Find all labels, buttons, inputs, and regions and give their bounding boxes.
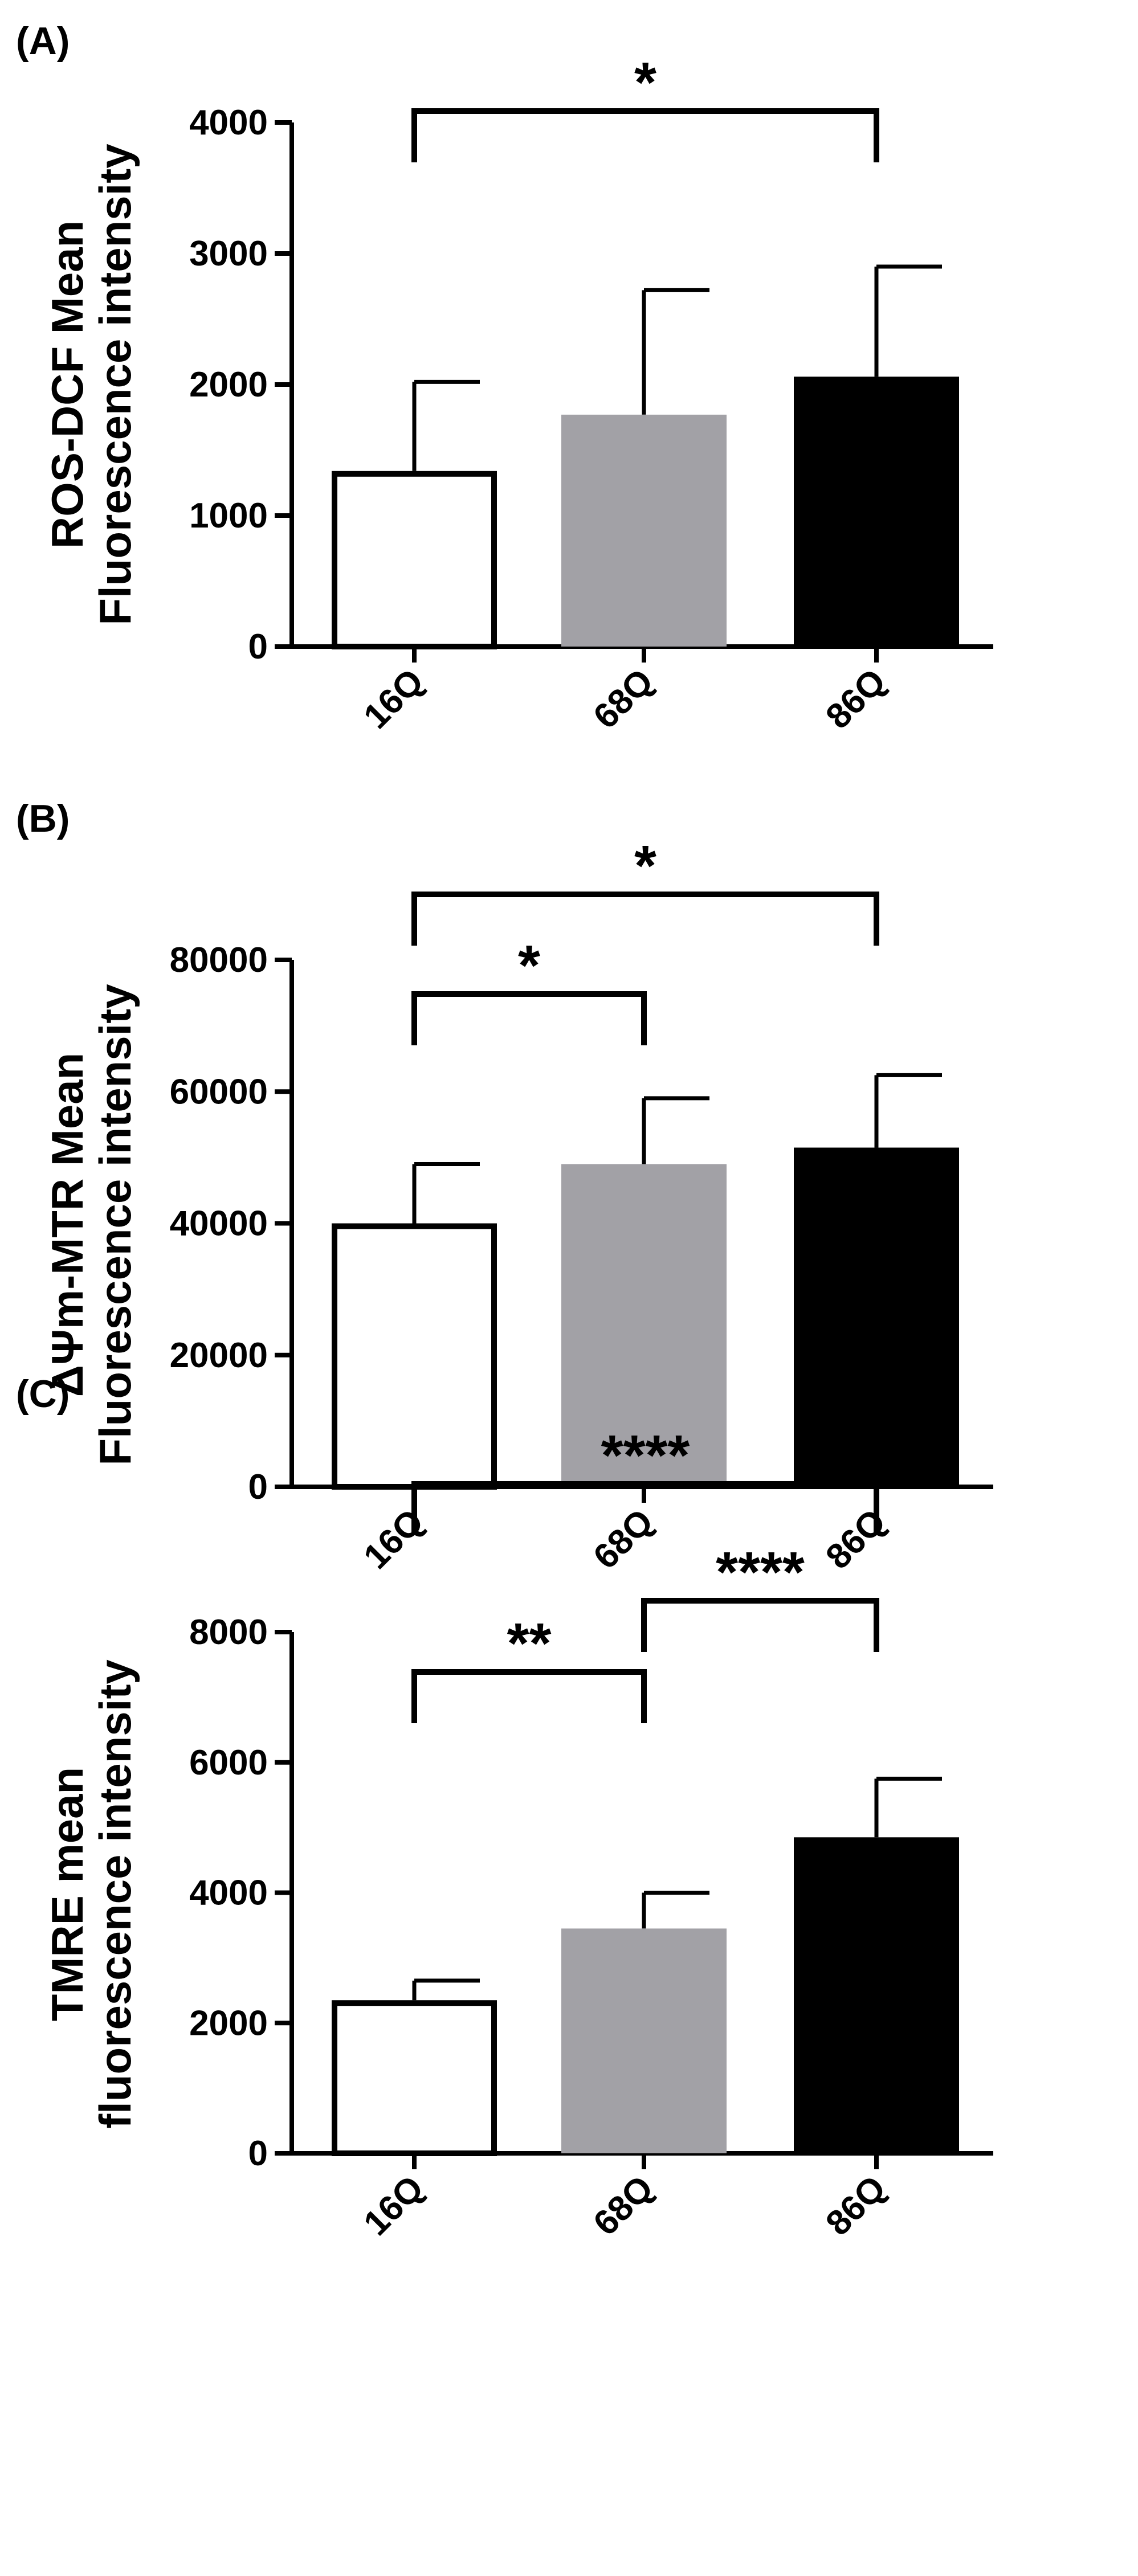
bar-16q [332,1223,497,1490]
significance-label: **** [601,1424,690,1487]
y-tick-label: 60000 [170,1072,268,1111]
panel-c: (C) TMRE meanfluorescence intensity 0 2000 4… [16,1372,993,2243]
y-tick-label: 1000 [189,496,268,535]
bar-16q [332,471,497,649]
bar-16q [332,2000,497,2156]
y-axis-title: ΔΨm-MTR MeanFluorescence intensity [42,984,140,1465]
y-axis-title-line: Fluorescence intensity [90,144,140,625]
y-axis-title: TMRE meanfluorescence intensity [42,1659,140,2129]
y-axis-title-line: Fluorescence intensity [90,984,140,1465]
y-tick-label: 0 [248,2134,268,2173]
y-tick-label: 6000 [189,1743,268,1782]
bar-68q [561,1928,727,2153]
y-axis-title-line: TMRE mean [42,1767,92,2021]
bar-86q [794,1147,959,1487]
significance-bracket [411,1481,879,1535]
y-tick-label: 20000 [170,1336,268,1375]
significance-label: * [634,51,656,115]
bar-68q [561,414,727,647]
panel-label: (A) [16,19,70,63]
x-tick-label: 86Q [818,661,894,737]
significance-bracket [411,991,647,1045]
significance-label: **** [716,1540,805,1604]
x-tick-label: 86Q [818,2168,894,2243]
panel-b: (B) ΔΨm-MTR MeanFluorescence intensity 0 20… [16,797,993,1577]
y-tick-label: 80000 [170,941,268,980]
y-tick-label: 3000 [189,234,268,273]
y-tick-label: 0 [248,627,268,667]
significance-bracket [411,108,879,162]
significance-bracket [641,1598,879,1652]
significance-bracket [411,1669,647,1723]
y-tick-label: 4000 [189,1874,268,1913]
y-tick-label: 4000 [189,103,268,142]
y-tick-label: 40000 [170,1204,268,1244]
y-axis-title-line: fluorescence intensity [90,1659,140,2129]
x-tick-label: 68Q [586,2168,661,2243]
significance-label: * [634,834,656,898]
x-tick-label: 16Q [356,661,431,737]
y-axis-title-line: ΔΨm-MTR Mean [42,1053,92,1397]
panel-a: (A) ROS-DCF MeanFluorescence intensity 0 10… [16,19,993,737]
significance-label: ** [507,1612,552,1675]
bar-68q [561,1164,727,1487]
panel-label: (B) [16,797,70,840]
y-tick-label: 2000 [189,2003,268,2043]
y-axis-title-line: ROS-DCF Mean [42,220,92,549]
x-tick-label: 68Q [586,661,661,737]
y-tick-label: 2000 [189,365,268,404]
y-tick-label: 0 [248,1467,268,1507]
x-tick-label: 16Q [356,1502,431,1577]
significance-bracket [411,892,879,946]
x-tick-label: 86Q [818,1502,894,1577]
significance-label: * [518,934,540,997]
bar-86q [794,377,959,647]
panel-label: (C) [16,1372,70,1416]
x-tick-label: 68Q [586,1502,661,1577]
bar-86q [794,1837,959,2153]
x-tick-label: 16Q [356,2168,431,2243]
y-axis-title: ROS-DCF MeanFluorescence intensity [42,144,140,625]
y-tick-label: 8000 [189,1613,268,1652]
